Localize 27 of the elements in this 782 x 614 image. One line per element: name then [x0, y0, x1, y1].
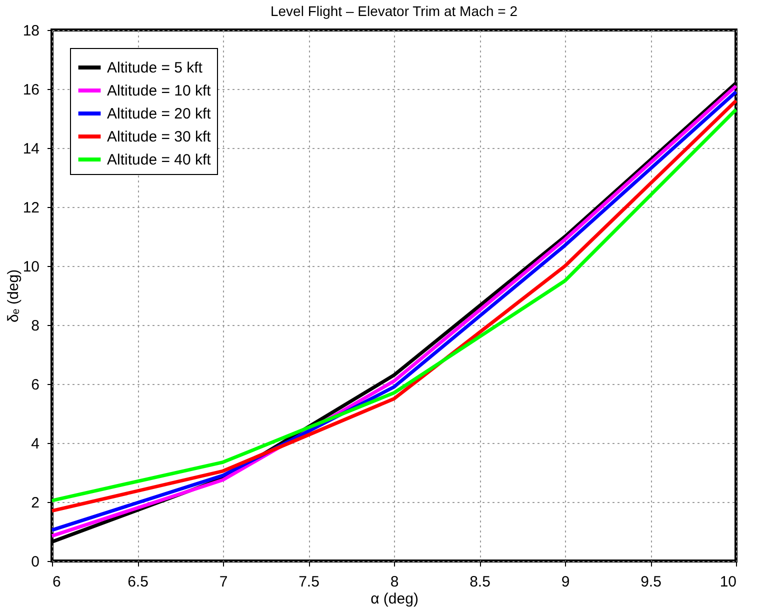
x-tick-label: 7.5	[298, 574, 320, 590]
y-tick-label: 18	[22, 22, 40, 40]
legend-label: Altitude = 10 kft	[107, 82, 212, 100]
x-tick-label: 8.5	[470, 574, 490, 590]
x-tick-label: 6.5	[128, 574, 148, 590]
y-axis-title: δₑ (deg)	[4, 269, 22, 323]
y-tick-label: 6	[31, 376, 40, 394]
y-tick-label: 2	[31, 494, 40, 512]
x-tick-label: 8	[390, 574, 399, 590]
x-tick-label: 10	[720, 574, 736, 590]
y-tick-label: 8	[31, 318, 40, 334]
legend-label: Altitude = 5 kft	[107, 60, 204, 76]
legend-label: Altitude = 30 kft	[107, 128, 212, 146]
legend-label: Altitude = 40 kft	[107, 152, 212, 168]
x-tick-label: 6	[52, 574, 61, 590]
y-tick-label: 16	[22, 82, 40, 98]
x-axis-title: α (deg)	[370, 590, 418, 608]
y-tick-label: 14	[22, 140, 40, 158]
x-tick-label: 7	[219, 574, 228, 590]
y-tick-label: 4	[31, 436, 40, 452]
chart-title: Level Flight – Elevator Trim at Mach = 2	[270, 3, 518, 19]
x-tick-label: 9	[561, 574, 570, 590]
y-tick-label: 0	[31, 554, 40, 570]
y-tick-label: 12	[22, 200, 40, 216]
x-tick-label: 9.5	[640, 574, 662, 590]
y-tick-label: 10	[22, 258, 40, 276]
legend-label: Altitude = 20 kft	[107, 106, 212, 122]
